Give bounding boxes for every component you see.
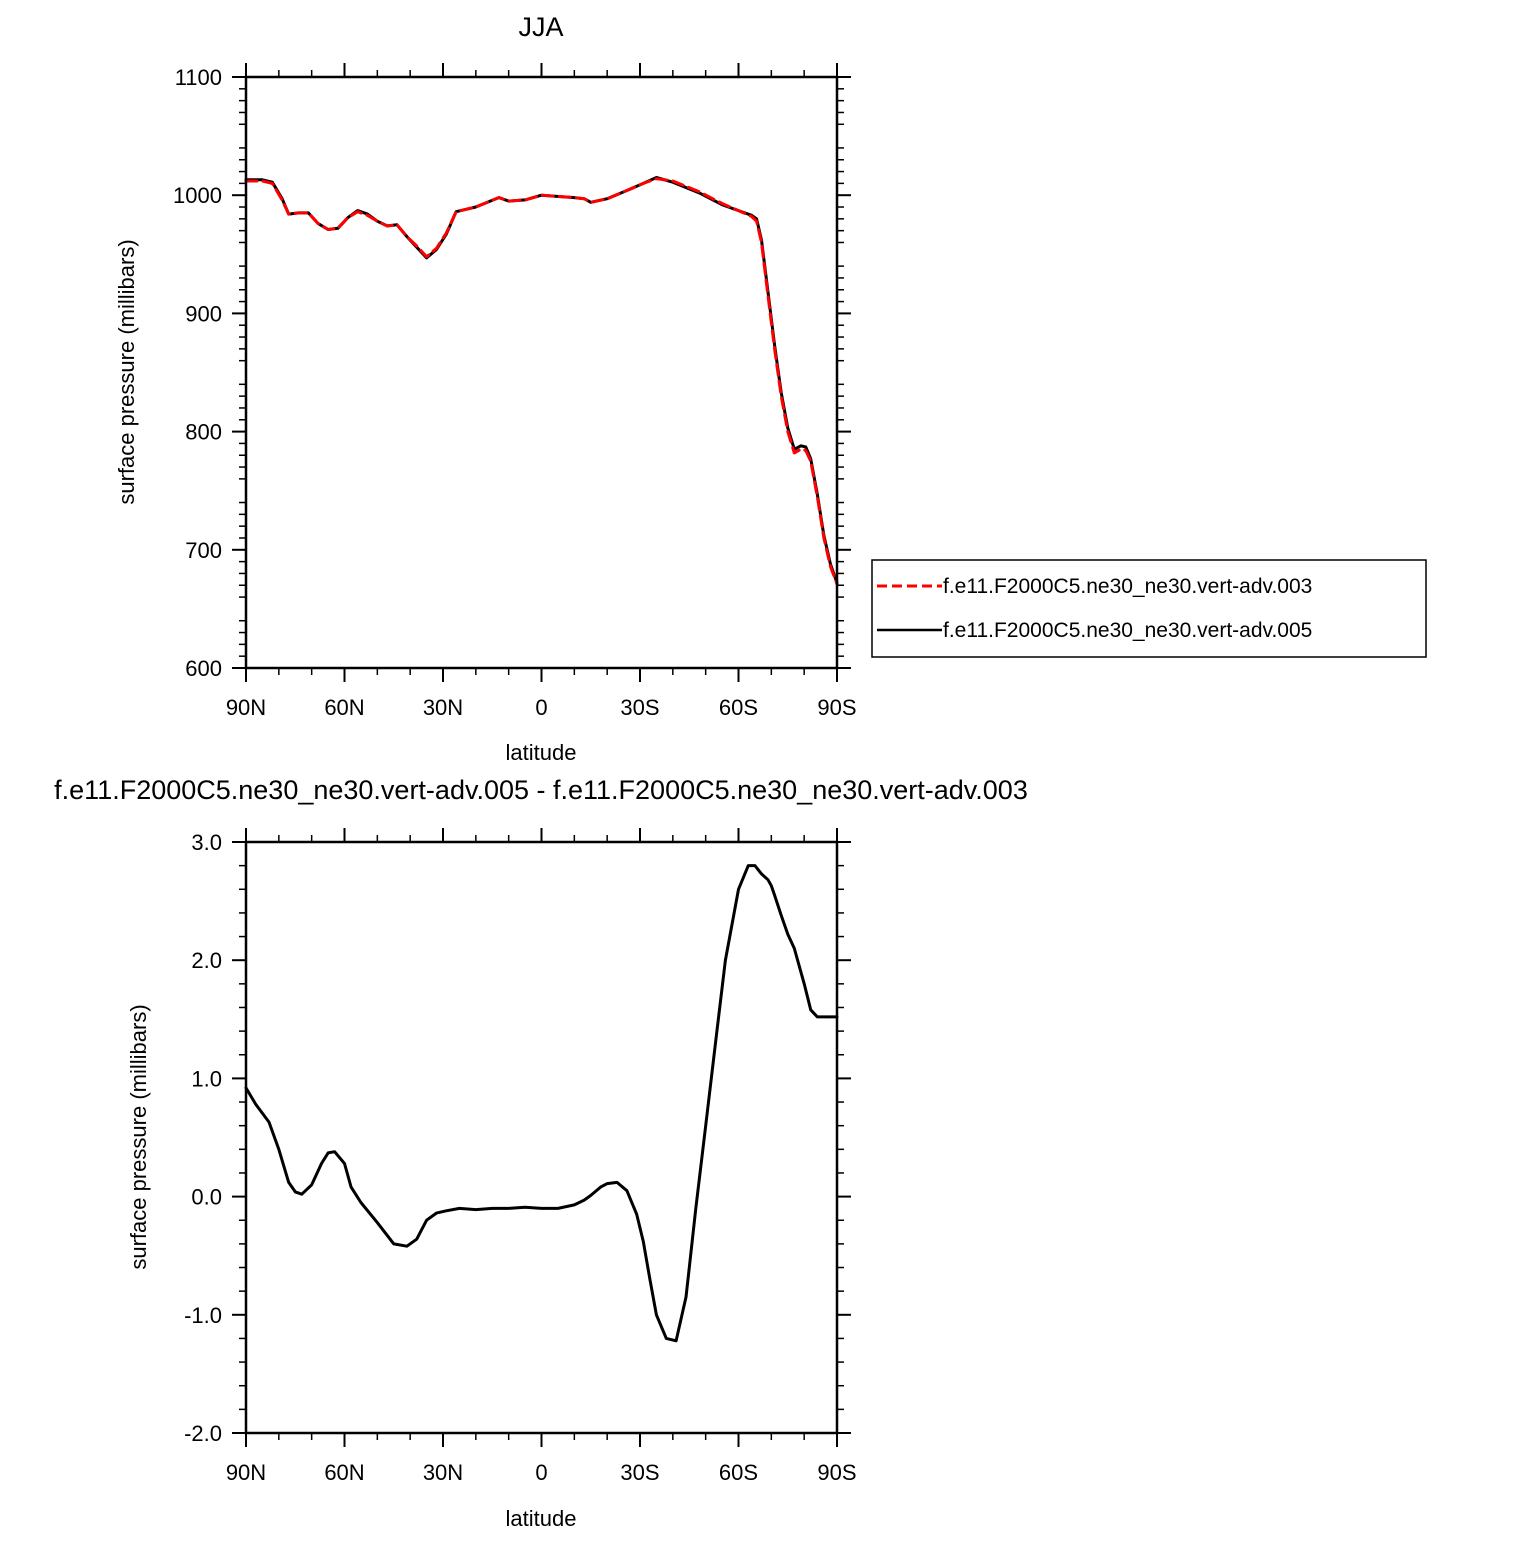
bottom-x-tick-label: 90N <box>226 1460 266 1485</box>
top-y-axis-label: surface pressure (millibars) <box>114 239 139 504</box>
bottom-series-line-0 <box>244 864 839 1343</box>
bottom-y-tick-label: 0.0 <box>191 1185 222 1210</box>
bottom-y-tick-label: 1.0 <box>191 1066 222 1091</box>
bottom-y-tick-label: 3.0 <box>191 830 222 855</box>
bottom-axis-ticks: 90N 60N 30N 0 30S 60S 90S 3.0 2.0 1.0 0.0 -1.0 -2.0 <box>184 828 857 1485</box>
top-y-tick-label: 900 <box>185 301 222 326</box>
bottom-plot-frame <box>244 840 839 1435</box>
bottom-x-tick-label: 90S <box>817 1460 856 1485</box>
legend-label-003: f.e11.F2000C5.ne30_ne30.vert-adv.003 <box>943 575 1312 598</box>
top-x-tick-label: 30S <box>620 695 659 720</box>
bottom-x-tick-label: 60S <box>719 1460 758 1485</box>
bottom-x-tick-label: 30S <box>620 1460 659 1485</box>
bottom-y-tick-label: -2.0 <box>184 1421 222 1446</box>
bottom-x-tick-label: 60N <box>324 1460 364 1485</box>
top-panel: JJA 90N 60N 30N 0 30S 60S 90S 1100 1000 900 800 700… <box>114 12 1427 765</box>
top-x-tick-label: 60S <box>719 695 758 720</box>
bottom-x-tick-label: 30N <box>423 1460 463 1485</box>
bottom-x-axis-label: latitude <box>506 1506 577 1531</box>
bottom-y-tick-label: -1.0 <box>184 1303 222 1328</box>
top-y-tick-label: 800 <box>185 420 222 445</box>
top-x-tick-label: 60N <box>324 695 364 720</box>
top-series-group <box>244 176 839 586</box>
top-series-line-0 <box>244 177 839 586</box>
top-y-tick-label: 600 <box>185 656 222 681</box>
top-axis-ticks: 90N 60N 30N 0 30S 60S 90S 1100 1000 900 800 700 600 <box>173 63 857 720</box>
bottom-panel: f.e11.F2000C5.ne30_ne30.vert-adv.005 - f… <box>54 775 1028 1531</box>
legend-box <box>871 559 1427 658</box>
top-series-line-1 <box>244 176 839 585</box>
bottom-series-group <box>244 864 839 1343</box>
top-y-tick-label: 700 <box>185 538 222 563</box>
bottom-y-axis-label: surface pressure (millibars) <box>126 1004 151 1269</box>
top-plot-frame <box>244 75 839 670</box>
top-x-tick-label: 0 <box>535 695 547 720</box>
top-x-tick-label: 90S <box>817 695 856 720</box>
bottom-x-tick-label: 0 <box>535 1460 547 1485</box>
bottom-chart-title: f.e11.F2000C5.ne30_ne30.vert-adv.005 - f… <box>54 775 1028 805</box>
legend: f.e11.F2000C5.ne30_ne30.vert-adv.003 f.e… <box>871 559 1427 658</box>
legend-label-005: f.e11.F2000C5.ne30_ne30.vert-adv.005 <box>943 619 1312 642</box>
top-y-tick-label: 1000 <box>173 183 222 208</box>
bottom-y-tick-label: 2.0 <box>191 948 222 973</box>
top-x-axis-label: latitude <box>506 740 577 765</box>
top-y-tick-label: 1100 <box>175 65 222 90</box>
top-x-tick-label: 30N <box>423 695 463 720</box>
top-x-tick-label: 90N <box>226 695 266 720</box>
top-chart-title: JJA <box>518 12 563 42</box>
